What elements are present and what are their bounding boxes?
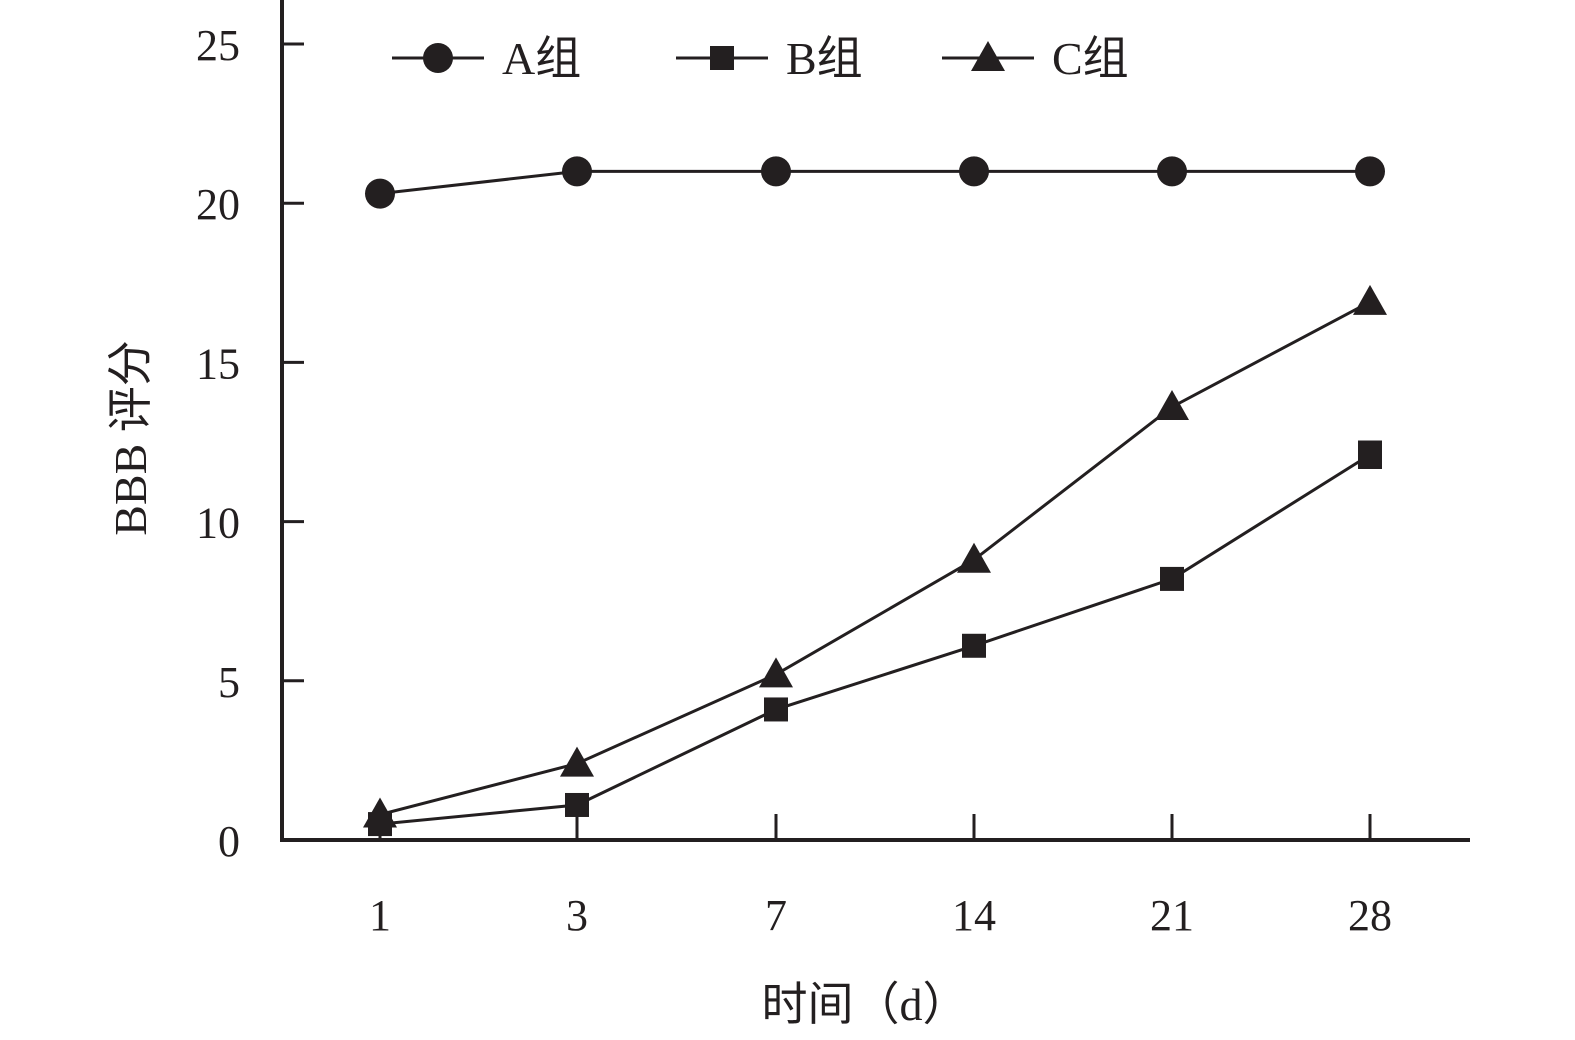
y-tick-label: 25 bbox=[196, 21, 240, 70]
x-axis-title: 时间（d） bbox=[762, 979, 969, 1030]
data-point bbox=[1355, 156, 1385, 187]
x-tick-label: 7 bbox=[765, 891, 787, 940]
data-point bbox=[1358, 442, 1382, 467]
data-point bbox=[1160, 566, 1184, 591]
legend-item-2: B组 bbox=[676, 33, 863, 84]
legend: A组 B组 C组 bbox=[392, 33, 1129, 84]
x-tick-label: 14 bbox=[952, 891, 996, 940]
data-point bbox=[363, 797, 397, 828]
x-tick-label: 1 bbox=[369, 891, 391, 940]
y-tick-label: 10 bbox=[196, 499, 240, 548]
data-point bbox=[1155, 389, 1189, 420]
data-point bbox=[764, 697, 788, 722]
legend-item-3: C组 bbox=[942, 33, 1129, 84]
data-point bbox=[365, 178, 395, 209]
data-point bbox=[1353, 284, 1387, 315]
series-line bbox=[379, 453, 1371, 826]
legend-marker bbox=[423, 43, 453, 73]
data-point bbox=[565, 792, 589, 817]
y-tick-label: 5 bbox=[218, 658, 240, 707]
legend-item-1: A组 bbox=[392, 33, 581, 84]
data-point bbox=[959, 156, 989, 187]
data-point bbox=[1157, 156, 1187, 187]
data-point bbox=[962, 633, 986, 658]
data-point bbox=[562, 156, 592, 187]
data-point bbox=[560, 746, 594, 777]
series-line bbox=[379, 300, 1371, 816]
ticks: 0 5 10 15 20 25 1 3 7 14 21 28 bbox=[196, 21, 1392, 940]
data-point bbox=[761, 156, 791, 187]
x-tick-label: 28 bbox=[1348, 891, 1392, 940]
series-3 bbox=[363, 284, 1387, 828]
data-point bbox=[957, 542, 991, 573]
data-point bbox=[759, 657, 793, 688]
legend-marker bbox=[971, 41, 1005, 71]
y-tick-label: 0 bbox=[218, 817, 240, 866]
series-1 bbox=[365, 156, 1385, 209]
y-tick-label: 15 bbox=[196, 339, 240, 388]
series-2 bbox=[368, 440, 1382, 837]
x-tick-label: 21 bbox=[1150, 891, 1194, 940]
series-line bbox=[379, 169, 1370, 196]
x-tick-label: 3 bbox=[566, 891, 588, 940]
legend-label: A组 bbox=[502, 33, 581, 84]
y-axis-title: BBB 评分 bbox=[105, 340, 156, 536]
series bbox=[363, 156, 1387, 837]
legend-marker bbox=[710, 46, 734, 70]
y-tick-label: 20 bbox=[196, 180, 240, 229]
legend-label: C组 bbox=[1052, 33, 1129, 84]
legend-label: B组 bbox=[786, 33, 863, 84]
axes bbox=[280, 0, 1470, 842]
